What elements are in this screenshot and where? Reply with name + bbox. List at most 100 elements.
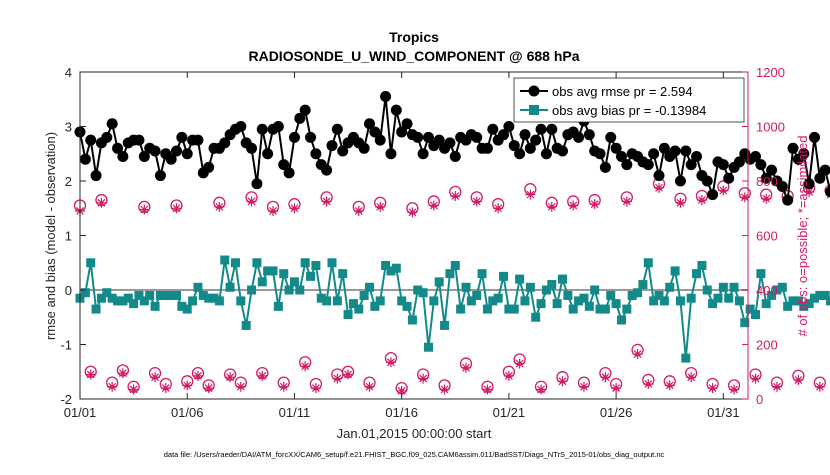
- bias-point: [563, 291, 572, 300]
- assimilated-obs-marker: [665, 380, 675, 390]
- rmse-point: [289, 132, 300, 143]
- rmse-point: [300, 105, 311, 116]
- bias-point: [86, 258, 95, 267]
- assimilated-obs-marker: [751, 374, 761, 384]
- bias-point: [252, 258, 261, 267]
- bias-point: [751, 310, 760, 319]
- rmse-point: [150, 146, 161, 157]
- bias-point: [215, 296, 224, 305]
- rmse-point: [310, 148, 321, 159]
- rmse-point: [412, 132, 423, 143]
- rmse-point: [117, 151, 128, 162]
- assimilated-obs-marker: [504, 371, 514, 381]
- bias-point: [151, 302, 160, 311]
- bias-point: [762, 299, 771, 308]
- bias-point: [311, 261, 320, 270]
- bias-point: [193, 283, 202, 292]
- assimilated-obs-marker: [354, 206, 364, 216]
- bias-point: [724, 294, 733, 303]
- y-right-tick-label: 800: [756, 174, 778, 189]
- assimilated-obs-marker: [493, 203, 503, 213]
- assimilated-obs-marker: [622, 196, 632, 206]
- bias-point: [322, 296, 331, 305]
- y-right-tick-label: 0: [756, 392, 763, 407]
- assimilated-obs-marker: [107, 382, 117, 392]
- bias-point: [531, 313, 540, 322]
- y-left-tick-label: -2: [60, 392, 72, 407]
- bias-point: [392, 264, 401, 273]
- rmse-point: [251, 178, 262, 189]
- assimilated-obs-marker: [343, 369, 353, 379]
- rmse-point: [648, 148, 659, 159]
- x-tick-label: 01/11: [279, 405, 311, 420]
- rmse-point: [503, 121, 514, 132]
- assimilated-obs-marker: [300, 361, 310, 371]
- y-right-tick-label: 200: [756, 338, 778, 353]
- bias-point: [526, 283, 535, 292]
- bias-point: [188, 296, 197, 305]
- y-left-tick-label: 3: [65, 120, 72, 135]
- bias-point: [354, 305, 363, 314]
- bias-point: [601, 305, 610, 314]
- assimilated-obs-marker: [139, 205, 149, 215]
- bias-point: [451, 261, 460, 270]
- x-tick-label: 01/01: [64, 405, 97, 420]
- rmse-point: [573, 132, 584, 143]
- x-tick-label: 01/06: [171, 405, 204, 420]
- assimilated-obs-marker: [247, 196, 257, 206]
- rmse-point: [519, 129, 530, 140]
- bias-point: [403, 302, 412, 311]
- bias-point: [462, 283, 471, 292]
- assimilated-obs-marker: [536, 384, 546, 394]
- rmse-point: [487, 124, 498, 135]
- bias-point: [344, 310, 353, 319]
- rmse-point: [155, 170, 166, 181]
- y-left-tick-label: 1: [65, 229, 72, 244]
- assimilated-obs-marker: [515, 359, 525, 369]
- bias-point: [510, 305, 519, 314]
- rmse-point: [782, 195, 793, 206]
- bias-point: [279, 269, 288, 278]
- bias-point: [295, 286, 304, 295]
- assimilated-obs-marker: [482, 384, 492, 394]
- y-left-tick-label: -1: [60, 338, 72, 353]
- bias-point: [499, 272, 508, 281]
- legend-rmse-label: obs avg rmse pr = 2.594: [552, 84, 693, 99]
- bias-point: [676, 296, 685, 305]
- rmse-point: [654, 170, 665, 181]
- bias-point: [129, 299, 138, 308]
- bias-point: [638, 280, 647, 289]
- rmse-point: [621, 159, 632, 170]
- rmse-point: [536, 124, 547, 135]
- rmse-point: [171, 146, 182, 157]
- assimilated-obs-marker: [547, 202, 557, 212]
- y-axis-right-label: # of obs: o=possible; *=assimilated: [795, 136, 810, 337]
- bias-point: [692, 269, 701, 278]
- rmse-point: [305, 132, 316, 143]
- rmse-point: [262, 148, 273, 159]
- y-right-tick-label: 400: [756, 283, 778, 298]
- rmse-point: [176, 132, 187, 143]
- assimilated-obs-marker: [279, 382, 289, 392]
- rmse-point: [273, 121, 284, 132]
- bias-point: [242, 321, 251, 330]
- rmse-point: [133, 135, 144, 146]
- assimilated-obs-marker: [150, 372, 160, 382]
- assimilated-obs-marker: [654, 183, 664, 193]
- bias-point: [590, 286, 599, 295]
- rmse-point: [257, 124, 268, 135]
- bias-point: [558, 275, 567, 284]
- bias-point: [338, 269, 347, 278]
- assimilated-obs-marker: [440, 384, 450, 394]
- bias-point: [547, 280, 556, 289]
- bias-point: [553, 299, 562, 308]
- bias-point: [429, 296, 438, 305]
- assimilated-obs-marker: [386, 357, 396, 367]
- rmse-point: [85, 135, 96, 146]
- assimilated-obs-marker: [86, 369, 96, 379]
- assimilated-obs-marker: [558, 376, 568, 386]
- bias-point: [660, 296, 669, 305]
